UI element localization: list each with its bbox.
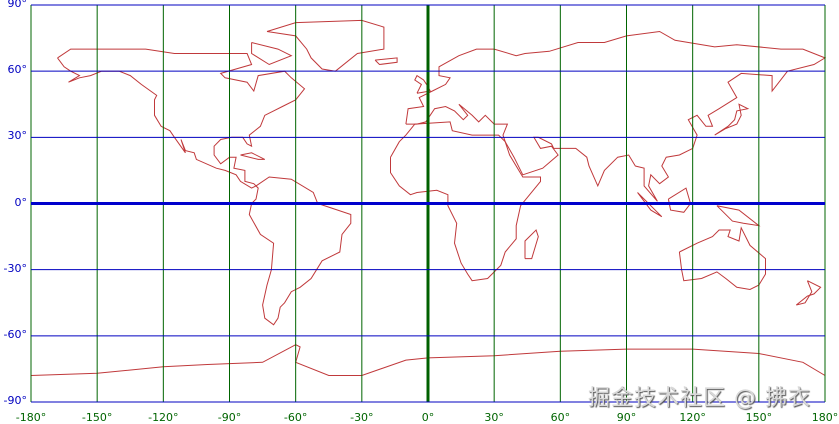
- coastline: [248, 176, 352, 326]
- latitude-label: -90°: [3, 394, 27, 407]
- longitude-label: 150°: [745, 411, 773, 424]
- longitude-label: -90°: [217, 411, 242, 424]
- longitude-label: 120°: [679, 411, 706, 424]
- longitude-label: 90°: [616, 411, 637, 424]
- longitude-label: 0°: [421, 411, 435, 424]
- latitude-label: 0°: [14, 195, 28, 209]
- longitude-label: 180°: [811, 411, 839, 424]
- coastline: [795, 280, 822, 306]
- coastline: [390, 121, 541, 282]
- coastline: [405, 30, 827, 202]
- coastline: [716, 205, 761, 227]
- coastline: [667, 187, 692, 213]
- longitude-label: -150°: [81, 411, 113, 424]
- latitude-label: 60°: [7, 63, 28, 77]
- coastline: [266, 19, 385, 72]
- longitude-label: -180°: [15, 411, 47, 424]
- longitude-label: -30°: [350, 411, 374, 424]
- watermark: 掘金技术社区 @ 拂衣: [588, 386, 811, 411]
- coastline: [57, 48, 306, 189]
- coastline: [240, 152, 266, 160]
- coastline: [374, 57, 398, 66]
- coastline: [251, 42, 293, 66]
- coastline: [714, 103, 750, 136]
- coastline: [414, 74, 431, 94]
- latitude-label: 90°: [7, 0, 28, 10]
- longitude-label: -60°: [283, 411, 308, 424]
- coastline: [524, 229, 539, 260]
- latitude-label: 30°: [7, 129, 28, 143]
- latitude-label: -30°: [3, 261, 27, 275]
- longitude-label: 30°: [484, 411, 504, 424]
- latitude-label: -60°: [3, 327, 27, 341]
- longitude-label: -120°: [148, 411, 179, 424]
- coastline: [678, 226, 766, 291]
- longitude-label: 60°: [550, 411, 571, 424]
